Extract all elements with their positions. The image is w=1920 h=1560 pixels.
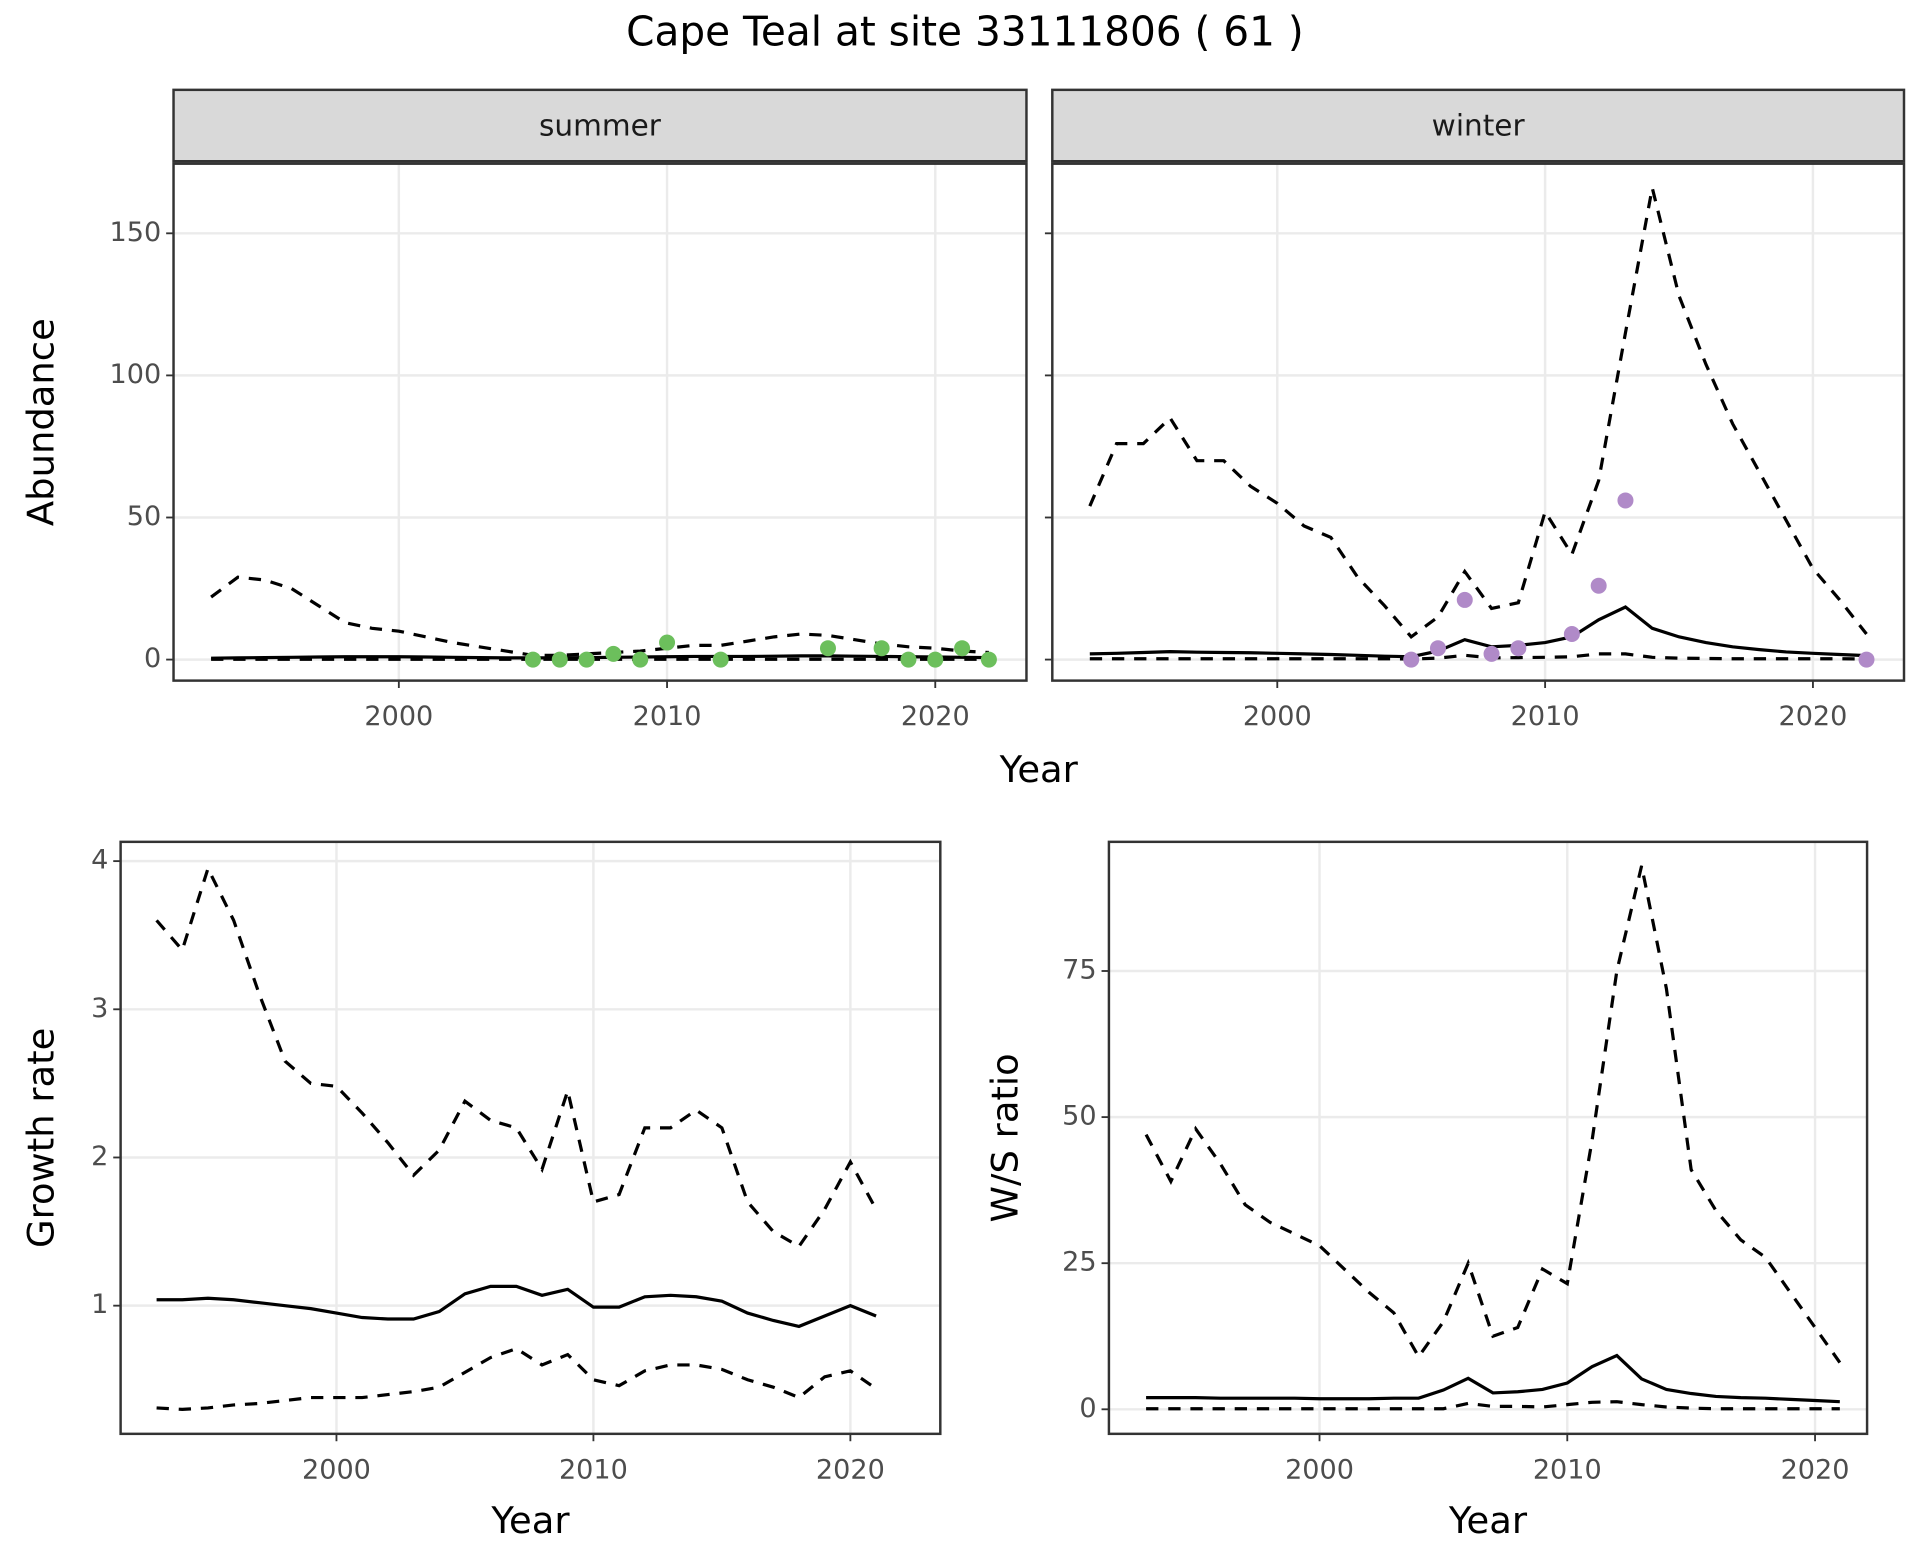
y-axis-title: Growth rate (20, 1028, 63, 1248)
facet-label: summer (539, 108, 662, 142)
series-line (210, 575, 989, 657)
x-axis-title: Year (999, 748, 1079, 791)
series-line (1089, 605, 1867, 659)
y-tick-label: 0 (144, 643, 161, 674)
y-tick-label: 4 (91, 845, 108, 876)
data-point (1483, 645, 1500, 662)
x-tick-label: 2010 (1511, 701, 1580, 732)
plot-border (1107, 840, 1869, 1436)
data-point (1403, 651, 1420, 668)
x-tick-label: 2010 (559, 1454, 628, 1485)
x-axis-title: Year (1448, 1499, 1528, 1542)
data-point (954, 640, 971, 657)
data-point (1563, 626, 1580, 643)
y-axis-title: W/S ratio (983, 1053, 1026, 1222)
data-point (659, 634, 676, 651)
x-tick-label: 2000 (302, 1454, 371, 1485)
data-point (712, 651, 729, 668)
y-axis-title: Abundance (20, 318, 63, 526)
y-tick-label: 50 (127, 501, 161, 532)
data-point (1858, 651, 1875, 668)
series-line (1088, 187, 1868, 640)
y-tick-label: 0 (1079, 1393, 1096, 1424)
x-tick-label: 2000 (1243, 701, 1312, 732)
x-tick-label: 2020 (816, 1454, 885, 1485)
data-point (873, 640, 890, 657)
plot-background (173, 163, 1027, 681)
data-point (1510, 640, 1527, 657)
data-point (900, 651, 917, 668)
data-point (1456, 591, 1473, 608)
facet-label: winter (1432, 108, 1526, 142)
facet-strip (1051, 88, 1906, 163)
plot-background (1108, 841, 1868, 1434)
data-point (819, 640, 836, 657)
data-point (1617, 492, 1634, 509)
y-tick-label: 25 (1062, 1247, 1096, 1278)
data-point (605, 645, 622, 662)
data-point (551, 651, 568, 668)
y-tick-label: 3 (91, 993, 108, 1024)
data-point (927, 651, 944, 668)
x-tick-label: 2020 (1779, 701, 1848, 732)
x-tick-label: 2010 (1533, 1454, 1602, 1485)
series-line (1146, 1400, 1840, 1411)
plot-border (119, 840, 942, 1436)
y-tick-label: 50 (1062, 1101, 1096, 1132)
series-line (155, 864, 878, 1249)
x-axis-title: Year (490, 1499, 570, 1542)
figure-title: Cape Teal at site 33111806 ( 61 ) (626, 7, 1304, 55)
x-tick-label: 2020 (901, 701, 970, 732)
plot-background (1052, 163, 1904, 681)
plot-border (172, 162, 1028, 682)
data-point (578, 651, 595, 668)
data-point (980, 651, 997, 668)
x-tick-label: 2000 (1285, 1454, 1354, 1485)
series-line (156, 1284, 877, 1329)
data-point (1590, 577, 1607, 594)
plot-background (120, 841, 941, 1434)
series-line (1146, 1353, 1840, 1404)
facet-strip (172, 88, 1028, 163)
series-line (211, 654, 989, 660)
series-line (1089, 652, 1867, 661)
y-tick-label: 150 (110, 217, 162, 248)
plot-border (1051, 162, 1906, 682)
series-line (156, 1346, 877, 1411)
data-point (524, 651, 541, 668)
x-tick-label: 2010 (633, 701, 702, 732)
y-tick-label: 75 (1062, 954, 1096, 985)
data-point (632, 651, 649, 668)
y-tick-label: 100 (110, 359, 162, 390)
x-tick-label: 2000 (364, 701, 433, 732)
x-tick-label: 2020 (1781, 1454, 1850, 1485)
data-point (1429, 640, 1446, 657)
y-tick-label: 1 (91, 1289, 108, 1320)
y-tick-label: 2 (91, 1141, 108, 1172)
series-line (1144, 865, 1842, 1364)
